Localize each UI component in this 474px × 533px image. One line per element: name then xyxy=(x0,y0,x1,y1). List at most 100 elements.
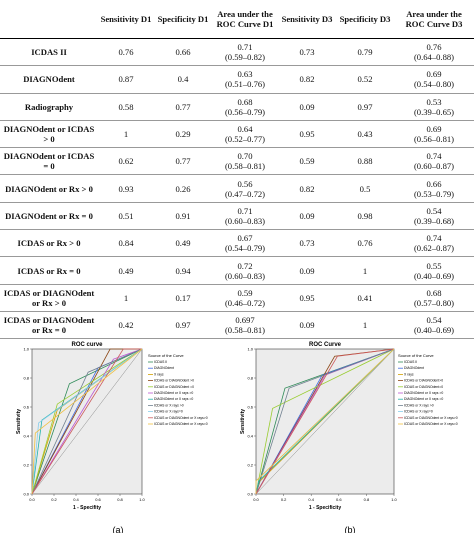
row-label: ICDAS II xyxy=(0,38,98,67)
legend-label: ICDAS or X rays=0 xyxy=(404,410,433,414)
cell: 0.77 xyxy=(154,147,212,176)
auc-cell: 0.64 (0.52–0.77) xyxy=(212,120,278,149)
x-axis-label: 1 - Specifity xyxy=(73,505,101,511)
auc-ci: (0.56–0.81) xyxy=(413,134,455,145)
roc-curve xyxy=(255,348,395,495)
auc-value: 0.76 xyxy=(426,42,442,53)
roc-curve xyxy=(31,348,143,495)
x-tick-label: 0.0 xyxy=(29,497,35,502)
auc-cell: 0.697 (0.58–0.81) xyxy=(212,311,278,340)
legend-label: DIAGNOdent xyxy=(154,366,174,370)
auc-ci: (0.40–0.69) xyxy=(413,270,455,281)
table-row: ICDAS or Rx = 0 0.49 0.94 0.72 (0.60–0.83) 0.… xyxy=(0,256,474,285)
auc-cell: 0.67 (0.54–0.79) xyxy=(212,229,278,258)
legend-label: ICDAS or X rays >0 xyxy=(154,404,184,408)
cell: 0.58 xyxy=(98,93,154,121)
legend-label: X rays xyxy=(154,373,164,377)
auc-value: 0.69 xyxy=(426,124,442,135)
x-tick-label: 0.4 xyxy=(73,497,79,502)
reference-line xyxy=(31,349,143,495)
table-row: ICDAS II 0.76 0.66 0.71 (0.59–0.82) 0.73 0.79 0… xyxy=(0,38,474,67)
auc-ci: (0.58–0.81) xyxy=(224,325,266,336)
cell: 0.09 xyxy=(278,93,336,121)
auc-value: 0.64 xyxy=(237,124,253,135)
legend-label: ICDAS or DIAGNOdent or X rays=0 xyxy=(154,422,208,426)
auc-value: 0.72 xyxy=(237,260,253,271)
legend-label: DIAGNOdent or X rays >0 xyxy=(404,391,443,395)
x-tick-label: 0.6 xyxy=(336,497,342,502)
cell: 0.84 xyxy=(98,229,154,258)
table-row: DIAGNOdent or Rx = 0 0.51 0.91 0.71 (0.60–0.… xyxy=(0,202,474,231)
x-tick-label: 1.0 xyxy=(391,497,397,502)
auc-cell: 0.72 (0.60–0.83) xyxy=(212,256,278,285)
cell: 0.94 xyxy=(154,256,212,285)
y-tick-label: 0.0 xyxy=(247,492,253,497)
x-tick-label: 1.0 xyxy=(139,497,145,502)
cell: 0.76 xyxy=(336,229,394,258)
cell: 0.97 xyxy=(154,311,212,340)
table-row: Radiography 0.58 0.77 0.68 (0.56–0.79) 0.09 0.… xyxy=(0,93,474,121)
y-tick-label: 0.6 xyxy=(247,405,253,410)
legend-label: DIAGNOdent xyxy=(404,366,424,370)
auc-cell: 0.63 (0.51–0.76) xyxy=(212,65,278,94)
cell: 0.09 xyxy=(278,202,336,231)
cell: 0.49 xyxy=(98,256,154,285)
cell: 0.42 xyxy=(98,311,154,340)
roc-curve xyxy=(31,348,143,495)
auc-cell: 0.66 (0.53–0.79) xyxy=(394,174,474,203)
legend-label: ICDAS or DIAGNOdent or X rays>0 xyxy=(154,416,208,420)
auc-value: 0.70 xyxy=(237,151,253,162)
figure-caption: (a) xyxy=(113,525,124,533)
column-header: Area under the ROC Curve D1 xyxy=(212,0,278,39)
table-row: ICDAS or DIAGNOdent or Rx = 0 0.42 0.97 0.6… xyxy=(0,311,474,340)
cell: 0.26 xyxy=(154,174,212,203)
auc-cell: 0.56 (0.47–0.72) xyxy=(212,174,278,203)
table-row: DIAGNOdent or Rx > 0 0.93 0.26 0.56 (0.47–0.… xyxy=(0,174,474,203)
roc-curve xyxy=(31,348,143,495)
auc-ci: (0.54–0.80) xyxy=(413,79,455,90)
y-tick-label: 0.8 xyxy=(23,376,29,381)
x-tick-label: 0.6 xyxy=(95,497,101,502)
cell: 0.59 xyxy=(278,147,336,176)
cell: 0.82 xyxy=(278,174,336,203)
cell: 0.66 xyxy=(154,38,212,67)
legend-label: ICDAS or DIAGNOdent=0 xyxy=(404,385,443,389)
y-tick-label: 0.8 xyxy=(247,376,253,381)
row-label: DIAGNOdent or Rx > 0 xyxy=(0,174,98,203)
y-tick-label: 0.4 xyxy=(247,434,253,439)
legend-label: ICDAS II xyxy=(404,360,417,364)
legend-label: ICDAS or DIAGNOdent or X rays=0 xyxy=(404,422,458,426)
auc-ci: (0.62–0.87) xyxy=(413,243,455,254)
x-tick-label: 0.2 xyxy=(281,497,287,502)
auc-cell: 0.53 (0.39–0.65) xyxy=(394,93,474,121)
cell: 0.95 xyxy=(278,284,336,312)
y-tick-label: 0.2 xyxy=(23,463,29,468)
cell: 1 xyxy=(336,256,394,285)
cell: 0.93 xyxy=(98,174,154,203)
auc-value: 0.63 xyxy=(237,69,253,80)
legend-label: ICDAS or DIAGNOdent >0 xyxy=(154,379,194,383)
cell: 0.82 xyxy=(278,65,336,94)
cell: 1 xyxy=(336,311,394,340)
y-tick-label: 1.0 xyxy=(247,347,253,352)
roc-curve xyxy=(255,348,395,495)
auc-value: 0.71 xyxy=(237,205,253,216)
row-label: DIAGNOdent xyxy=(0,65,98,94)
y-tick-label: 0.4 xyxy=(23,434,29,439)
auc-ci: (0.59–0.82) xyxy=(224,52,266,63)
legend-title: Source of the Curve xyxy=(398,353,434,358)
y-tick-label: 0.2 xyxy=(247,463,253,468)
cell: 0.52 xyxy=(336,65,394,94)
cell: 0.95 xyxy=(278,120,336,149)
auc-ci: (0.56–0.79) xyxy=(224,106,266,117)
legend-label: X rays xyxy=(404,373,414,377)
y-tick-label: 1.0 xyxy=(23,347,29,352)
auc-cell: 0.74 (0.62–0.87) xyxy=(394,229,474,258)
row-label: Radiography xyxy=(0,93,98,121)
column-header: Sensitivity D3 xyxy=(278,0,336,39)
auc-value: 0.74 xyxy=(426,233,442,244)
auc-value: 0.697 xyxy=(235,315,255,326)
auc-ci: (0.64–0.88) xyxy=(413,52,455,63)
figures: ROC curve 0.0 0.2 0.4 0.6 0.8 1.0 0.0 0.2 0.4 0.6 0… xyxy=(16,342,458,533)
